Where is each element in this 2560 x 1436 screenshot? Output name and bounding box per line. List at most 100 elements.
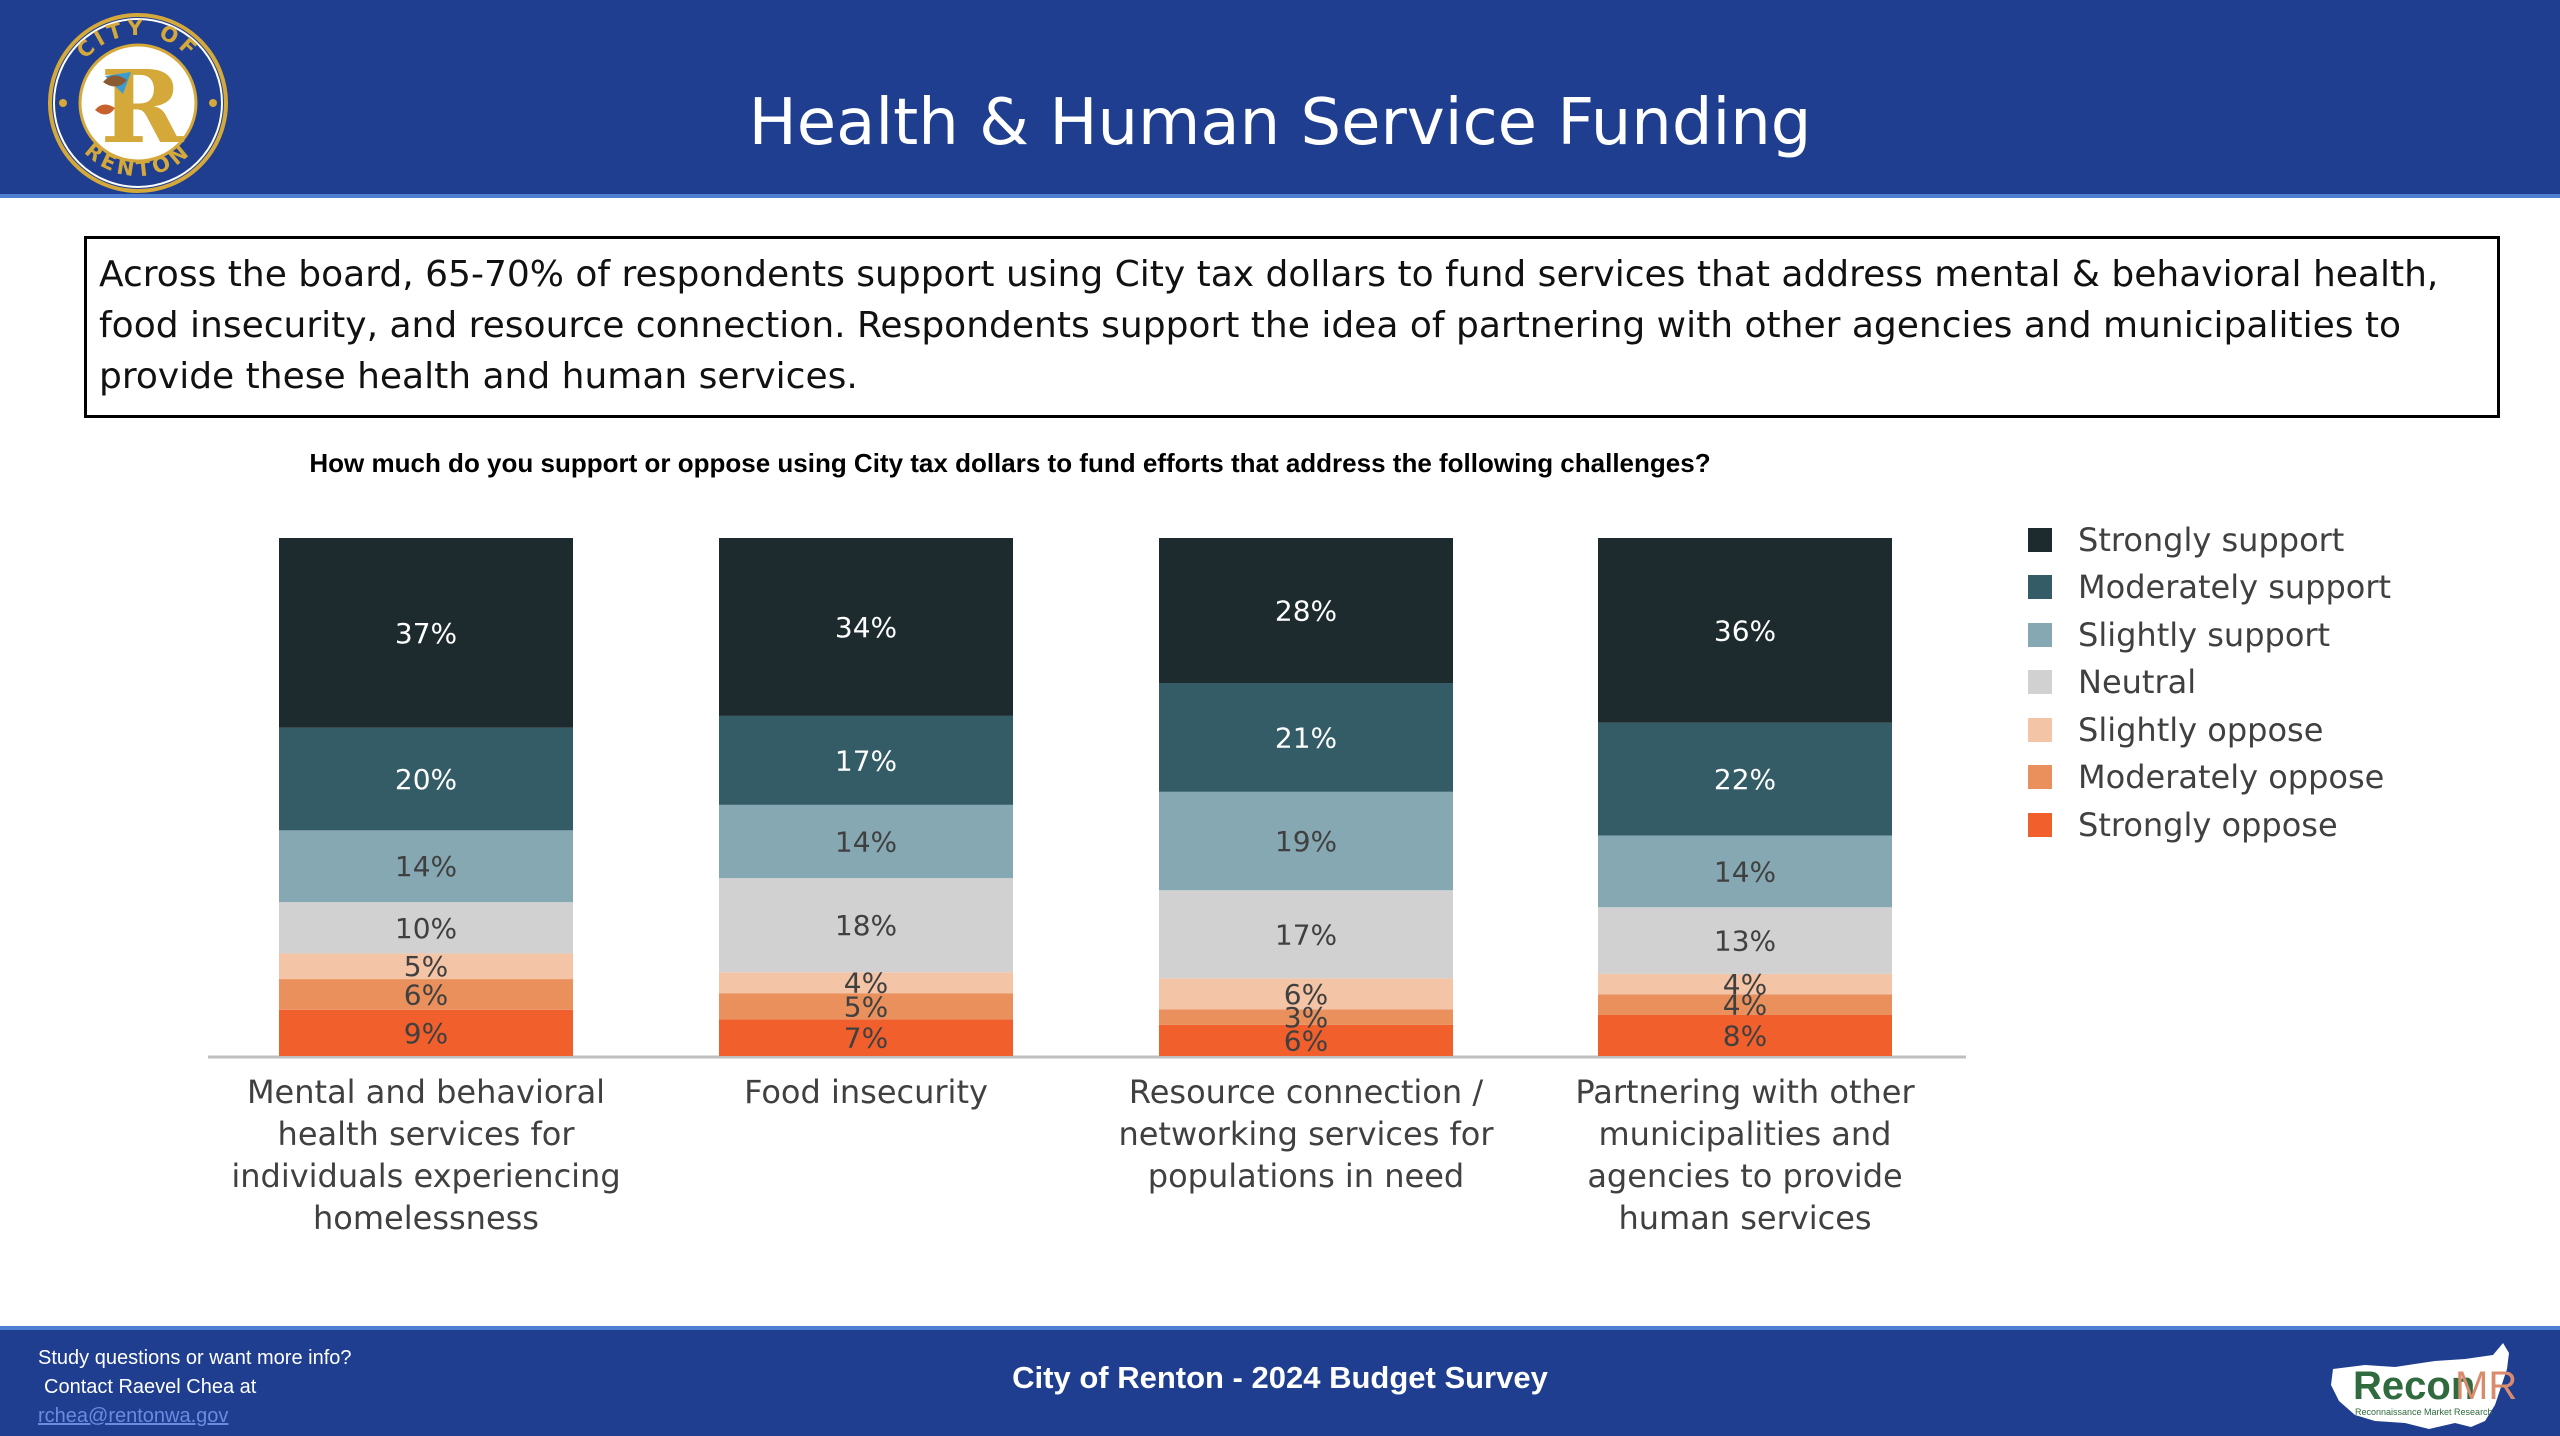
legend-label: Neutral (2078, 663, 2197, 702)
data-label: 14% (1714, 855, 1776, 888)
data-label: 34% (835, 611, 897, 644)
data-label: 6% (1284, 1024, 1328, 1057)
contact-line-2: Contact Raevel Chea at (44, 1376, 257, 1398)
category-label-line: individuals experiencing (231, 1157, 620, 1195)
summary-box: Across the board, 65-70% of respondents … (84, 236, 2500, 418)
bar-segment (1598, 973, 1892, 995)
data-label: 14% (835, 825, 897, 858)
bar-segment (719, 715, 1013, 805)
bar-segment (719, 538, 1013, 716)
data-label: 37% (395, 617, 457, 650)
bar-segment (1598, 835, 1892, 908)
bar-segment (1159, 1024, 1453, 1056)
bar-segment (1159, 538, 1453, 684)
bar-segment (279, 953, 573, 980)
category-label-line: populations in need (1148, 1157, 1464, 1195)
legend-label: Moderately oppose (2078, 758, 2385, 797)
bar-segment (719, 993, 1013, 1020)
brand-tagline: Reconnaissance Market Research (2355, 1407, 2493, 1417)
page-title: Health & Human Service Funding (748, 86, 1812, 160)
legend-item: Strongly oppose (2028, 801, 2391, 849)
bar-segment (1598, 907, 1892, 974)
data-label: 19% (1275, 825, 1337, 858)
category-label-line: municipalities and (1599, 1115, 1892, 1153)
brand-name: Recon (2353, 1364, 2475, 1408)
data-label: 13% (1714, 925, 1776, 958)
legend-swatch (2028, 765, 2052, 790)
category-label-line: health services for (278, 1115, 576, 1153)
contact-email-link[interactable]: rchea@rentonwa.gov (38, 1405, 229, 1427)
category-label-line: Mental and behavioral (247, 1073, 605, 1111)
data-label: 9% (404, 1017, 448, 1050)
data-label: 5% (404, 950, 448, 983)
bar-segment (719, 804, 1013, 879)
data-label: 22% (1714, 763, 1776, 796)
legend-label: Slightly support (2078, 615, 2331, 654)
category-label: Mental and behavioral health services for… (231, 1073, 620, 1237)
legend-item: Moderately support (2028, 564, 2391, 612)
stacked-bar-chart: 9% 6% 5% 10% 14% 20% 37% Mental and behavioral h… (208, 538, 1966, 1237)
legend-label: Slightly oppose (2078, 710, 2324, 749)
data-label: 5% (844, 990, 888, 1023)
bar-segment (1159, 890, 1453, 979)
category-label-line: human services (1618, 1199, 1871, 1237)
legend-item: Moderately oppose (2028, 754, 2391, 802)
category-label-line: homelessness (313, 1199, 539, 1237)
legend-label: Strongly oppose (2078, 805, 2338, 844)
bar-segment (719, 1019, 1013, 1056)
bar-segment (279, 979, 573, 1010)
bar-segment (279, 538, 573, 728)
bar-segment (719, 972, 1013, 994)
data-label: 4% (844, 967, 888, 1000)
category-label-line: Partnering with other (1575, 1073, 1915, 1111)
brand-suffix: MR (2455, 1364, 2517, 1408)
data-label: 28% (1275, 595, 1337, 628)
bar-segment (1598, 538, 1892, 723)
data-label: 4% (1723, 968, 1767, 1001)
legend-swatch (2028, 717, 2052, 742)
bar-segment (1598, 722, 1892, 836)
data-label: 6% (1284, 978, 1328, 1011)
data-label: 20% (395, 763, 457, 796)
legend-item: Strongly support (2028, 516, 2391, 564)
category-label: Partnering with other municipalities and a… (1575, 1073, 1915, 1237)
legend-item: Slightly support (2028, 611, 2391, 659)
data-label: 8% (1723, 1019, 1767, 1052)
city-of-renton-logo: CITY OF RENTON R (48, 13, 228, 193)
bar-segment (279, 1009, 573, 1056)
contact-line-1: Study questions or want more info? (38, 1347, 352, 1369)
legend-item: Neutral (2028, 659, 2391, 707)
chart-title: How much do you support or oppose using … (309, 448, 1711, 478)
data-label: 7% (844, 1022, 888, 1055)
data-label: 21% (1275, 721, 1337, 754)
header-banner: CITY OF RENTON R Health & Human Service … (0, 0, 2560, 198)
legend-swatch (2028, 670, 2052, 695)
bar-segment (279, 830, 573, 903)
footer-contact: Study questions or want more info? Conta… (38, 1344, 352, 1431)
legend-item: Slightly oppose (2028, 706, 2391, 754)
bar-segment (279, 727, 573, 831)
legend-swatch (2028, 622, 2052, 647)
data-label: 36% (1714, 614, 1776, 647)
legend-swatch (2028, 575, 2052, 600)
logo-letter: R (100, 48, 184, 166)
category-label-line: networking services for (1118, 1115, 1494, 1153)
bar-segment (1159, 683, 1453, 792)
category-label-line: Resource connection / (1129, 1073, 1483, 1111)
data-label: 18% (835, 909, 897, 942)
data-label: 17% (1275, 918, 1337, 951)
data-label: 17% (835, 744, 897, 777)
data-label: 14% (395, 850, 457, 883)
chart-legend: Strongly support Moderately support Slight… (2028, 516, 2391, 849)
category-label-line: agencies to provide (1587, 1157, 1902, 1195)
bar-segment (1598, 994, 1892, 1015)
footer-title: City of Renton - 2024 Budget Survey (1012, 1360, 1548, 1395)
legend-swatch (2028, 527, 2052, 552)
recon-mr-logo: Recon MR Reconnaissance Market Research (2331, 1343, 2517, 1429)
data-label: 3% (1284, 1001, 1328, 1034)
footer-banner: Study questions or want more info? Conta… (0, 1326, 2560, 1436)
data-label: 10% (395, 912, 457, 945)
bar-segment (1159, 1009, 1453, 1025)
legend-label: Strongly support (2078, 520, 2345, 559)
category-label-line: Food insecurity (744, 1073, 988, 1111)
